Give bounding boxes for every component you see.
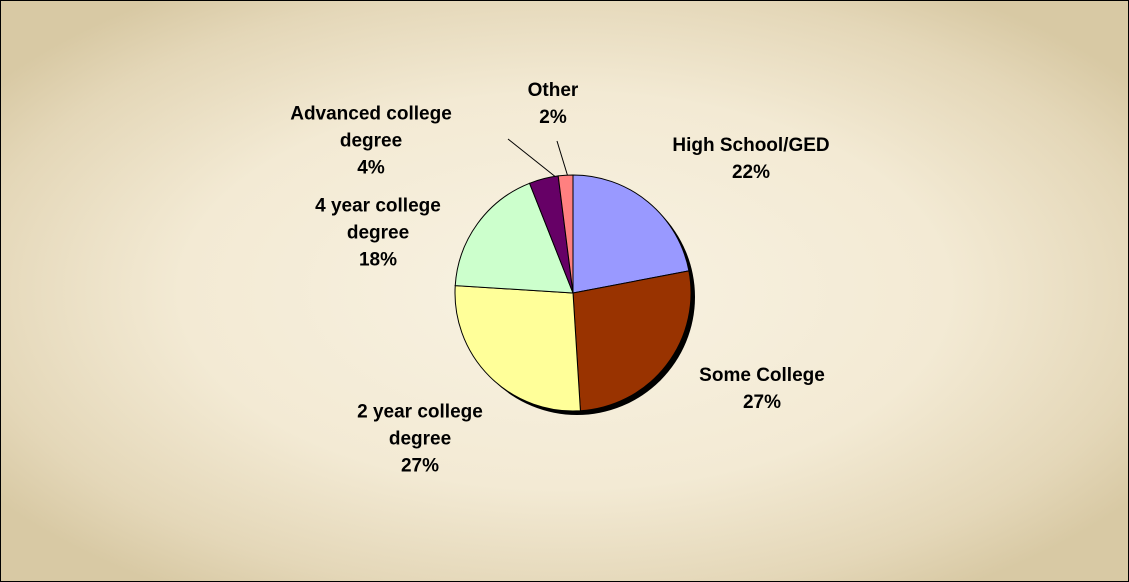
slice-label: 4 year college degree 18%	[298, 193, 458, 274]
category-label: Other	[527, 80, 579, 101]
pie-slice	[454, 285, 581, 412]
leader-lines	[507, 138, 569, 179]
leader-line	[507, 138, 558, 179]
category-label: 2 year college degree	[357, 401, 483, 450]
pie-slice	[572, 174, 690, 294]
pie-slice	[572, 270, 692, 412]
category-label: Some College	[699, 365, 825, 386]
slice-label: 2 year college degree 27%	[325, 399, 515, 480]
slice-label: High School/GED 22%	[631, 132, 871, 186]
value-label: 27%	[742, 392, 782, 413]
pie-slice	[454, 182, 574, 294]
slice-label: Some College 27%	[662, 362, 862, 416]
category-label: 4 year college degree	[315, 195, 441, 244]
value-label: 27%	[400, 455, 440, 477]
leader-line	[556, 140, 569, 178]
value-label: 18%	[358, 249, 398, 271]
value-label: 22%	[731, 162, 771, 183]
slice-label: Advanced college degree 4%	[276, 101, 466, 182]
value-label: 4%	[357, 157, 385, 179]
category-label: High School/GED	[672, 135, 830, 156]
category-label: Advanced college degree	[290, 103, 452, 152]
value-label: 2%	[539, 107, 567, 128]
pie-slice	[557, 174, 574, 294]
slice-label: Other 2%	[513, 77, 593, 131]
